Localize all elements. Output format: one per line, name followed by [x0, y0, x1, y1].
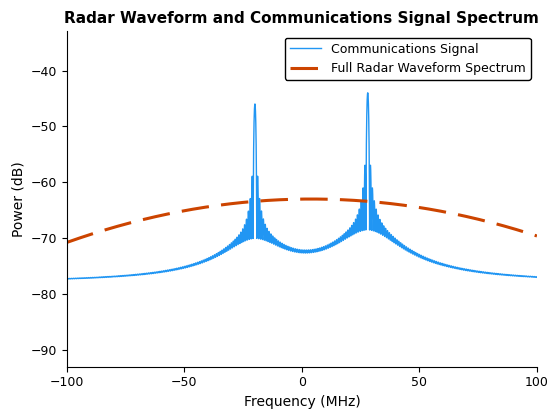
Legend: Communications Signal, Full Radar Waveform Spectrum: Communications Signal, Full Radar Wavefo…	[284, 38, 531, 80]
Title: Radar Waveform and Communications Signal Spectrum: Radar Waveform and Communications Signal…	[64, 11, 539, 26]
Full Radar Waveform Spectrum	[400, 203, 407, 208]
Communications Signal	[365, 112, 372, 117]
Full Radar Waveform Spectrum	[63, 240, 70, 245]
Y-axis label: Power (dB): Power (dB)	[11, 161, 25, 237]
Communications Signal	[365, 90, 371, 95]
Full Radar Waveform Spectrum	[348, 198, 354, 203]
Communications Signal	[63, 276, 70, 281]
Communications Signal	[503, 273, 510, 278]
Communications Signal	[286, 246, 292, 251]
Full Radar Waveform Spectrum	[308, 197, 315, 202]
X-axis label: Frequency (MHz): Frequency (MHz)	[244, 395, 360, 409]
Communications Signal	[348, 230, 354, 235]
Full Radar Waveform Spectrum	[286, 197, 292, 202]
Communications Signal	[400, 246, 407, 251]
Full Radar Waveform Spectrum	[534, 234, 540, 239]
Line: Full Radar Waveform Spectrum: Full Radar Waveform Spectrum	[67, 199, 537, 242]
Communications Signal	[534, 275, 540, 280]
Line: Communications Signal: Communications Signal	[67, 93, 537, 279]
Full Radar Waveform Spectrum	[365, 199, 372, 204]
Full Radar Waveform Spectrum	[503, 224, 510, 229]
Full Radar Waveform Spectrum	[181, 208, 188, 213]
Communications Signal	[181, 265, 188, 270]
